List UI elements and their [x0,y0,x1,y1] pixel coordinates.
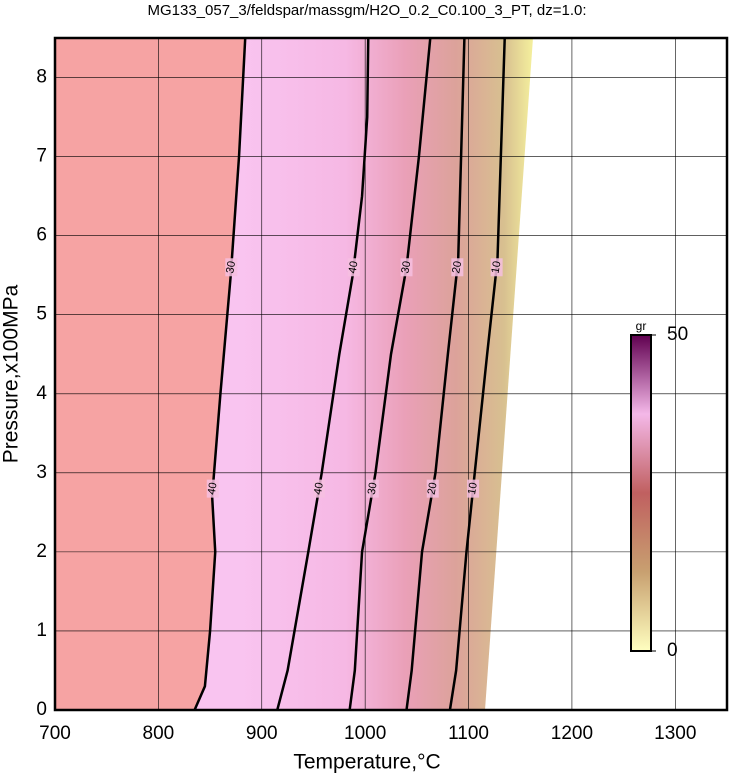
contour-label-bg [451,258,464,277]
x-tick-label: 900 [246,723,278,744]
contour-label: 10 [490,260,504,274]
contour-label: 10 [466,482,480,496]
contour-label: 30 [399,260,413,274]
contour-label-bg [313,479,326,498]
contour-label-bg [206,479,219,498]
y-tick-label: 3 [36,462,47,483]
x-tick-label: 1000 [344,723,386,744]
x-tick-label: 800 [143,723,175,744]
y-tick-label: 0 [36,699,47,720]
plot-frame [53,36,729,712]
contour-line [348,38,432,710]
contour-label-bg [467,479,480,498]
chart-title: MG133_057_3/feldspar/massgm/H2O_0.2_C0.1… [147,2,586,19]
y-tick-label: 2 [36,541,47,562]
x-tick-label: 1100 [448,723,489,744]
y-tick-label: 6 [36,225,47,246]
contour-label: 30 [366,482,380,496]
y-tick-label: 5 [36,304,47,325]
y-tick-label: 4 [36,383,47,404]
contour-label-bg [366,479,379,498]
y-axis-label: Pressure,x100MPa [0,284,23,463]
x-tick-label: 1200 [551,723,593,744]
y-tick-label: 1 [36,620,47,641]
y-tick-label: 7 [36,146,47,167]
colorbar [630,334,652,652]
colorbar-tick-label: 50 [667,324,688,345]
contour-line [276,38,370,710]
contour-label-bg [426,479,439,498]
y-tick-label: 8 [36,67,47,88]
contour-label-bg [347,258,360,277]
contour-label: 20 [450,260,464,274]
contour-label: 40 [206,482,220,496]
contour-label-bg [400,258,413,277]
contour-label: 30 [224,260,238,274]
x-axis-label: Temperature,°C [293,751,440,774]
contour-label: 40 [312,482,326,496]
contour-label-bg [225,258,238,277]
contour-label: 40 [347,260,361,274]
melt-field-fill [55,38,246,710]
contour-label: 20 [426,482,440,496]
colorbar-label: gr [636,319,647,333]
x-tick-label: 1300 [654,723,696,744]
colorbar-tick-label: 0 [667,640,678,661]
x-tick-label: 700 [39,723,71,744]
contour-label-bg [490,258,503,277]
